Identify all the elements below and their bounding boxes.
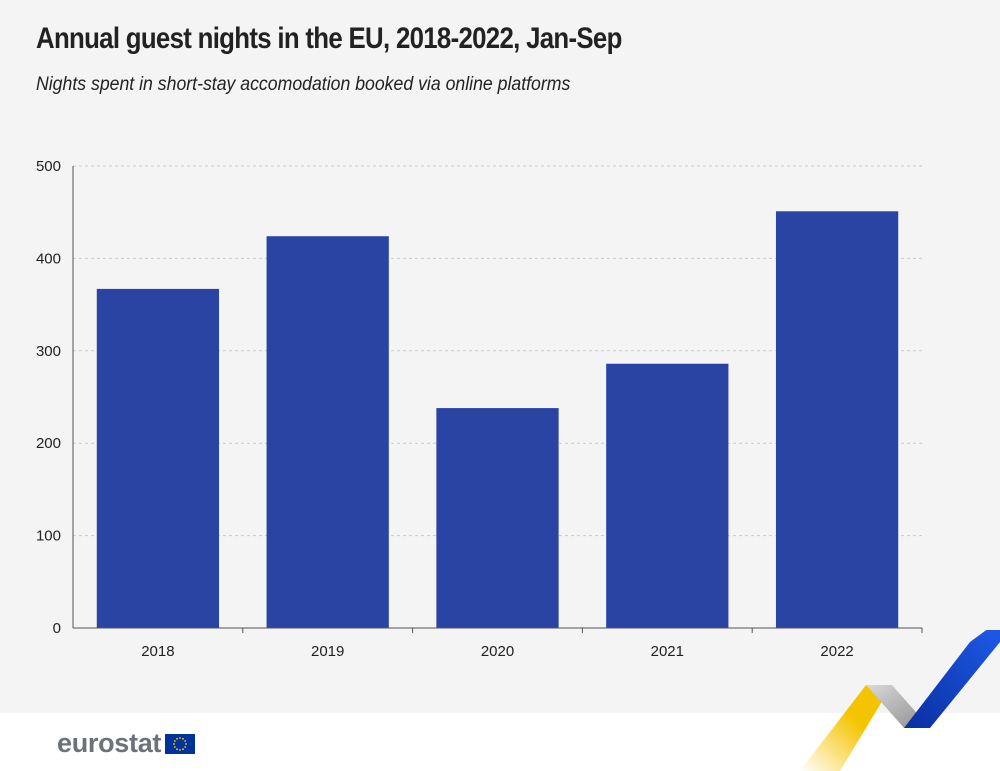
bar-2021: [606, 363, 729, 628]
eurostat-logo: eurostat: [57, 728, 196, 759]
bar-2020: [436, 408, 559, 628]
y-tick-label: 100: [36, 528, 61, 545]
bar-2018: [96, 288, 220, 628]
y-tick-label: 0: [53, 620, 61, 637]
x-tick-label: 2022: [820, 643, 853, 660]
eurostat-ribbon-decoration: [800, 630, 1000, 771]
chart-subtitle: Nights spent in short-stay accomodation …: [36, 74, 571, 95]
bar-chart: 0 100 200 300 400 500 2018 2019 2020 2021 2022: [36, 158, 923, 660]
x-tick-label: 2021: [651, 643, 684, 660]
y-tick-label: 500: [36, 158, 61, 175]
bar-2019: [266, 236, 389, 628]
bar-2022: [775, 211, 899, 628]
chart-title: Annual guest nights in the EU, 2018-2022…: [36, 22, 622, 55]
x-tick-label: 2018: [141, 643, 174, 660]
y-tick-label: 300: [36, 343, 61, 360]
logo-text: eurostat: [57, 728, 162, 758]
y-tick-label: 400: [36, 250, 61, 267]
x-tick-label: 2020: [481, 643, 514, 660]
y-tick-label: 200: [36, 435, 61, 452]
x-tick-label: 2019: [311, 643, 344, 660]
eu-flag-icon: [165, 733, 196, 754]
